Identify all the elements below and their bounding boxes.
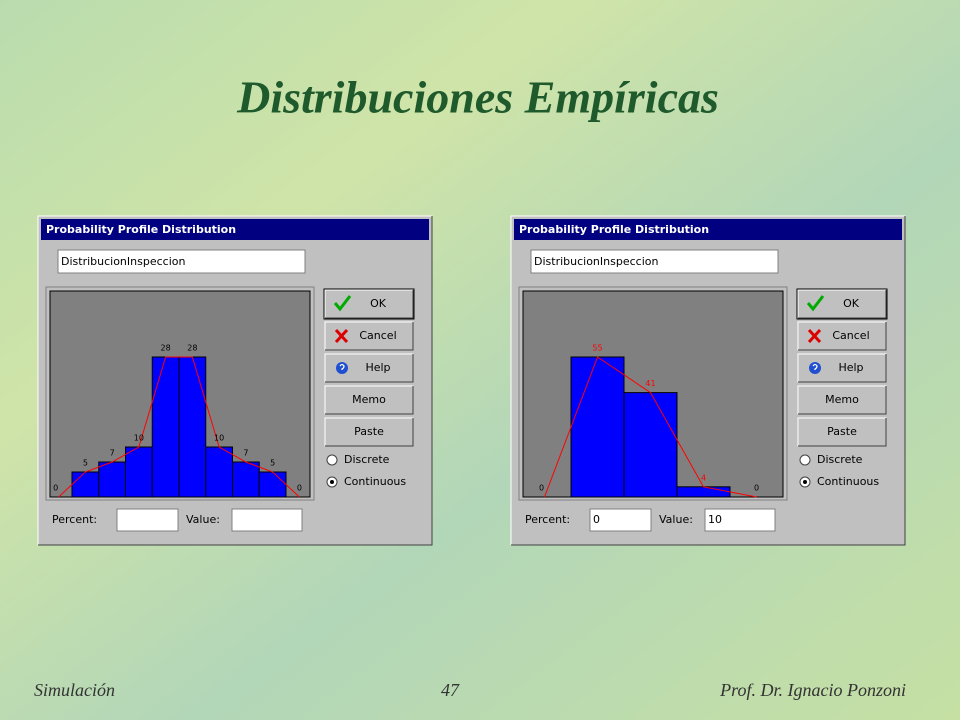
point-label: 0 — [754, 484, 759, 493]
point-label: 0 — [297, 484, 302, 493]
radio-dot — [803, 480, 807, 484]
radio[interactable] — [799, 454, 811, 466]
radio-label[interactable]: Continuous — [344, 475, 406, 488]
density-line — [544, 356, 757, 498]
density-line — [58, 356, 300, 498]
percent-field[interactable] — [116, 508, 179, 532]
bar — [676, 486, 731, 498]
bar — [178, 356, 207, 498]
button-label[interactable]: Memo — [352, 393, 386, 406]
value-field[interactable] — [231, 508, 303, 532]
dialog-title: Probability Profile Distribution — [46, 223, 236, 236]
radio-label[interactable]: Discrete — [817, 453, 863, 466]
point-label: 7 — [243, 449, 248, 458]
name-field[interactable] — [530, 249, 779, 274]
value-field[interactable] — [704, 508, 776, 532]
slide-title: Distribuciones Empíricas — [236, 72, 719, 123]
button-shadow — [325, 354, 414, 383]
button-shadow — [325, 386, 414, 415]
point-label: 7 — [110, 449, 115, 458]
radio-label[interactable]: Continuous — [817, 475, 879, 488]
dialog-shadow — [38, 216, 433, 546]
point-label: 0 — [539, 484, 544, 493]
button-label[interactable]: OK — [370, 297, 387, 310]
button-shadow — [798, 418, 887, 447]
button-shadow — [325, 322, 414, 351]
percent-text: 0 — [593, 513, 600, 526]
name-field[interactable] — [57, 249, 306, 274]
button-shadow — [798, 386, 887, 415]
name-text: DistribucionInspeccion — [61, 255, 185, 268]
value-text: 10 — [708, 513, 722, 526]
button-label[interactable]: OK — [843, 297, 860, 310]
help-icon — [336, 362, 348, 374]
point-label: 10 — [214, 434, 224, 443]
footer-right: Prof. Dr. Ignacio Ponzoni — [719, 680, 906, 700]
percent-label: Percent: — [525, 513, 570, 526]
value-label: Value: — [659, 513, 693, 526]
radio-dot — [330, 480, 334, 484]
point-label: 28 — [187, 344, 197, 353]
help-icon — [809, 362, 821, 374]
bar — [232, 461, 260, 498]
bar — [151, 356, 180, 498]
dialog-title: Probability Profile Distribution — [519, 223, 709, 236]
point-label: 28 — [161, 344, 171, 353]
point-label: 55 — [592, 344, 602, 353]
percent-field[interactable] — [589, 508, 652, 532]
bar — [570, 356, 625, 498]
bar — [258, 471, 287, 498]
point-label: 0 — [53, 484, 58, 493]
cancel-icon — [334, 328, 349, 344]
footer-left: Simulación — [34, 680, 115, 700]
point-label: 41 — [645, 379, 655, 388]
button-shadow — [325, 418, 414, 447]
radio-label[interactable]: Discrete — [344, 453, 390, 466]
button[interactable] — [797, 289, 887, 319]
button-label[interactable]: Cancel — [832, 329, 869, 342]
bar — [205, 446, 233, 498]
button-label[interactable]: Help — [365, 361, 390, 374]
button[interactable] — [324, 385, 414, 415]
title-bar — [41, 219, 429, 240]
button-shadow — [798, 354, 887, 383]
value-label: Value: — [186, 513, 220, 526]
button-label[interactable]: Paste — [354, 425, 384, 438]
button-label[interactable]: Memo — [825, 393, 859, 406]
bar — [98, 461, 126, 498]
point-label: 5 — [83, 459, 88, 468]
name-text: DistribucionInspeccion — [534, 255, 658, 268]
help-mark — [812, 363, 818, 370]
button-shadow — [325, 290, 414, 319]
default-border — [323, 288, 415, 320]
ok-icon — [806, 295, 825, 312]
bar — [623, 392, 678, 498]
button-label[interactable]: Help — [838, 361, 863, 374]
default-border — [796, 288, 888, 320]
footer-center: 47 — [441, 680, 460, 700]
button[interactable] — [797, 417, 887, 447]
button-shadow — [798, 322, 887, 351]
button-label[interactable]: Paste — [827, 425, 857, 438]
percent-label: Percent: — [52, 513, 97, 526]
dialog-shadow — [511, 216, 906, 546]
ok-icon — [333, 295, 352, 312]
cancel-icon — [807, 328, 822, 344]
point-label: 4 — [701, 473, 706, 482]
point-label: 5 — [270, 459, 275, 468]
help-mark — [339, 363, 345, 370]
button-label[interactable]: Cancel — [359, 329, 396, 342]
button[interactable] — [324, 417, 414, 447]
point-label: 10 — [134, 434, 144, 443]
radio[interactable] — [326, 454, 338, 466]
bar — [125, 446, 153, 498]
bar — [71, 471, 100, 498]
button-shadow — [798, 290, 887, 319]
button[interactable] — [324, 289, 414, 319]
title-bar — [514, 219, 902, 240]
